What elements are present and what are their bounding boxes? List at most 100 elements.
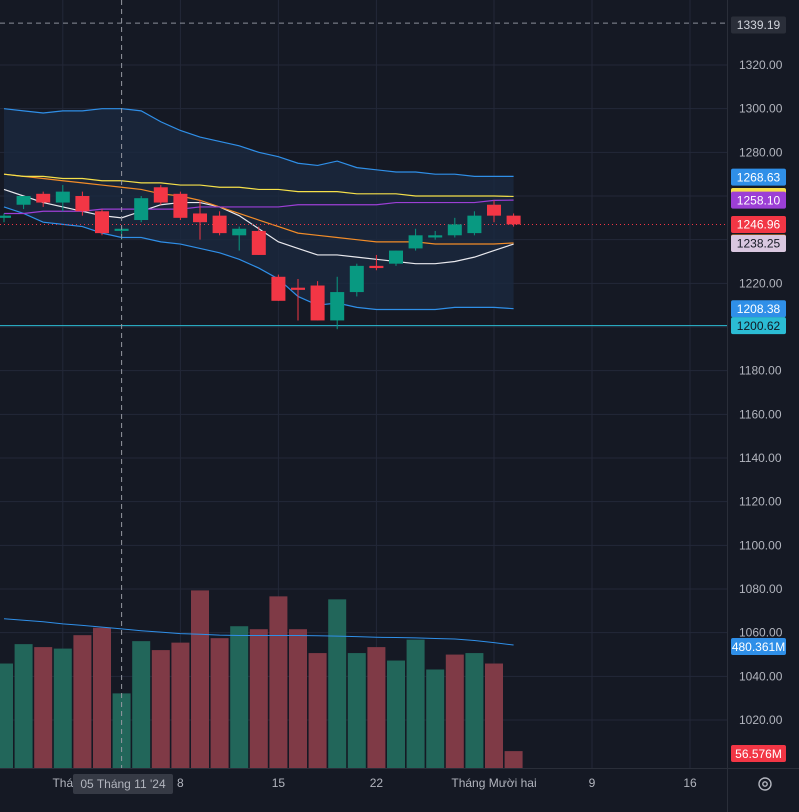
volume-bar [269,596,288,768]
candle-body [408,235,423,249]
time-tick-label: 22 [370,776,384,790]
price-tag-label: 1208.38 [737,302,781,316]
candle-body [349,265,364,293]
bollinger-band-fill [4,108,514,310]
price-tag-label: 1200.62 [737,319,781,333]
price-tick-label: 1020.00 [739,713,783,727]
time-tick-label: 15 [272,776,286,790]
time-tick-label: Thá [52,776,73,790]
gear-outer [758,777,772,791]
volume-bar [171,642,190,768]
price-tick-label: 1100.00 [739,538,782,552]
candle-body [16,196,31,205]
volume-bar [73,635,92,768]
volume-bar [406,639,425,768]
price-tag-1268-63 [731,168,786,186]
volume-bar [308,653,327,768]
volume-ma-tag-label: 480.361M [732,640,785,654]
crosshair-time-label: 05 Tháng 11 '24 [80,777,166,791]
time-tick-label: Tháng Mười hai [451,776,536,790]
candle-body [193,213,207,223]
candle-body [271,276,286,301]
price-tick-label: 1140.00 [739,451,782,465]
price-tag-label: 1246.96 [737,218,781,232]
volume-bar [93,627,111,768]
lower-band-line [3,206,514,311]
price-tag-1208-38 [731,300,786,318]
volume-bar [367,647,386,768]
price-tick-label: 1300.00 [739,102,783,116]
candle-body [0,215,11,218]
volume-ma-line [3,618,514,646]
settings-gear-icon[interactable] [758,777,772,791]
volume-bar [426,669,445,768]
price-tick-label: 1320.00 [739,58,783,72]
candle-body [75,196,90,212]
price-tick-label: 1180.00 [739,364,782,378]
crosshair-time-tag [73,774,173,794]
candle-body [153,187,168,203]
volume-bar [191,590,209,768]
volume-last-tag [731,745,786,762]
yellow-ma-line [3,173,514,198]
candle-body [232,228,247,236]
candle-body [173,193,188,218]
time-tick-label: 9 [589,776,596,790]
price-tick-label: 1160.00 [739,407,782,421]
price-tag-label: 1268.63 [737,170,781,184]
volume-bar [210,638,229,768]
volume-bar [485,663,503,768]
volume-bar [328,599,347,768]
candle-body [95,211,109,234]
price-tick-label: 1280.00 [739,145,783,159]
time-tick-label: 8 [177,776,184,790]
volume-bar [0,663,13,768]
price-tag-label: 1258.10 [737,193,781,207]
volume-bar [53,648,72,768]
candle-body [487,204,501,216]
volume-last-tag-label: 56.576M [735,747,782,761]
candle-body [291,287,305,290]
volume-bar [14,644,33,768]
volume-ma-tag [731,638,786,655]
candle-body [330,292,345,321]
price-tick-label: 1060.00 [739,626,783,640]
candle-body [467,215,482,234]
volume-bar [445,654,464,768]
price-tag-1339-19 [731,16,786,34]
candle-body [506,215,521,225]
price-tick-label: 1220.00 [739,276,783,290]
volume-bar [347,653,366,768]
price-tick-label: 1120.00 [739,495,782,509]
candle-body [447,224,462,236]
price-tag-label: 1339.19 [737,18,781,32]
price-tick-label: 1080.00 [739,582,783,596]
volume-bar [504,751,523,768]
price-tick-label: 1040.00 [739,669,783,683]
time-tick-label: 16 [683,776,697,790]
candle-body [55,191,70,203]
volume-bar [230,626,249,768]
candle-body [36,193,51,203]
upper-band-line [3,108,514,177]
price-tag-1238-25 [731,234,786,252]
candle-body [212,215,227,234]
candle-body [389,250,403,264]
volume-bar [249,629,268,768]
orange-ma-line [3,173,514,245]
candle-body [310,285,325,321]
volume-bar [289,629,307,768]
price-tag-1246-96 [731,215,786,233]
candle-body [369,265,384,269]
volume-bar [465,653,484,768]
candle-body [428,235,443,238]
price-tag-1200-62 [731,317,786,335]
gear-inner [762,781,768,787]
volume-bar [34,647,53,768]
candle-body [251,230,266,255]
volume-bar [151,650,170,768]
volume-bar [387,660,405,768]
volume-bar [132,641,151,768]
candle-body [134,198,149,221]
